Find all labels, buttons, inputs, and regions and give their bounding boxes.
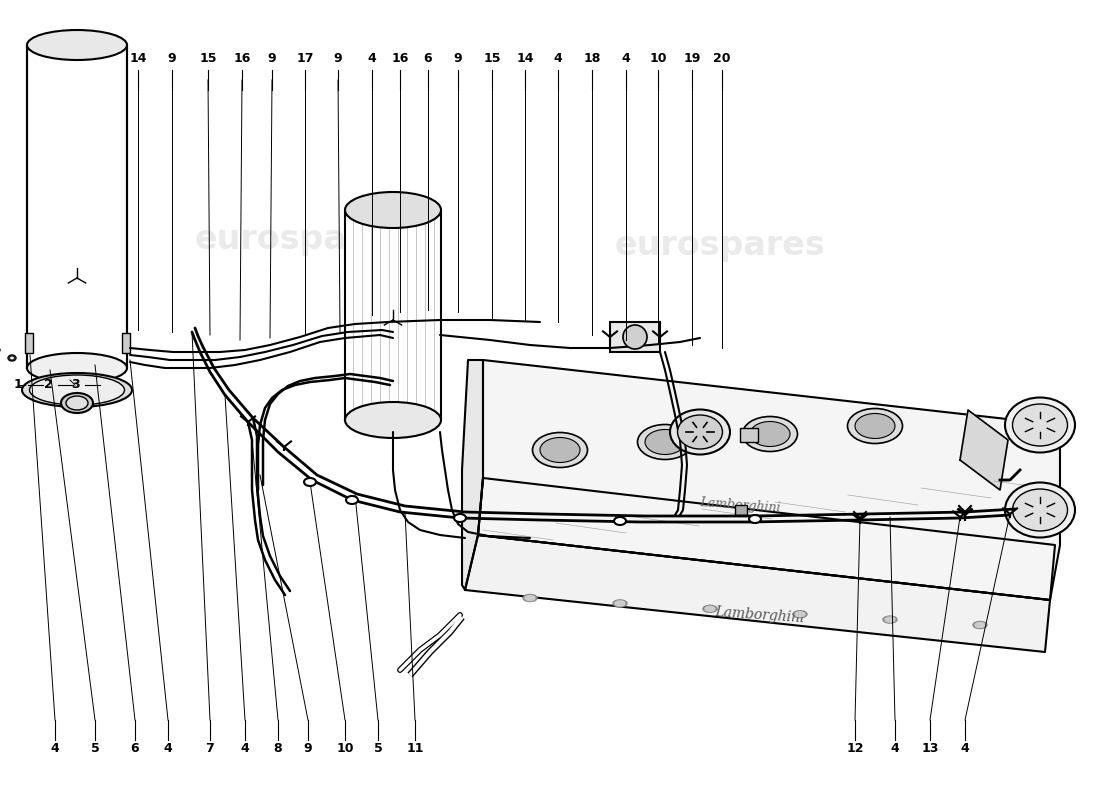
Bar	[735, 505, 747, 515]
Ellipse shape	[795, 612, 805, 617]
Text: 11: 11	[406, 742, 424, 754]
Ellipse shape	[883, 616, 896, 623]
Ellipse shape	[974, 622, 987, 629]
Ellipse shape	[345, 192, 441, 228]
Text: 19: 19	[683, 51, 701, 65]
Polygon shape	[465, 535, 1050, 652]
Text: 17: 17	[296, 51, 314, 65]
Text: 12: 12	[846, 742, 864, 754]
Text: 4: 4	[891, 742, 900, 754]
Text: 2: 2	[44, 378, 53, 391]
Ellipse shape	[703, 606, 717, 612]
Text: 4: 4	[553, 51, 562, 65]
Ellipse shape	[304, 478, 316, 486]
Text: Lamborghini: Lamborghini	[700, 496, 781, 514]
Text: 6: 6	[131, 742, 140, 754]
Text: 4: 4	[164, 742, 173, 754]
Ellipse shape	[1005, 398, 1075, 453]
Ellipse shape	[532, 433, 587, 467]
Text: 15: 15	[483, 51, 500, 65]
Polygon shape	[960, 410, 1008, 490]
Text: 16: 16	[233, 51, 251, 65]
Ellipse shape	[975, 622, 984, 627]
Polygon shape	[28, 45, 126, 368]
Circle shape	[623, 325, 647, 349]
Ellipse shape	[847, 409, 902, 443]
Ellipse shape	[645, 430, 685, 454]
Ellipse shape	[345, 402, 441, 438]
Ellipse shape	[705, 606, 715, 611]
Text: 10: 10	[337, 742, 354, 754]
Polygon shape	[478, 478, 1055, 600]
Text: 8: 8	[274, 742, 283, 754]
Text: 13: 13	[922, 742, 938, 754]
Text: 4: 4	[621, 51, 630, 65]
Ellipse shape	[28, 353, 126, 383]
Ellipse shape	[638, 425, 693, 459]
Text: 5: 5	[90, 742, 99, 754]
Ellipse shape	[614, 517, 626, 525]
Text: 6: 6	[424, 51, 432, 65]
Bar	[610, 322, 660, 352]
Text: Lamborghini: Lamborghini	[715, 605, 805, 625]
Text: 4: 4	[367, 51, 376, 65]
Ellipse shape	[678, 415, 723, 449]
Ellipse shape	[793, 610, 807, 618]
Text: 7: 7	[206, 742, 214, 754]
Text: 9: 9	[333, 51, 342, 65]
Ellipse shape	[10, 356, 14, 360]
Text: 4: 4	[51, 742, 59, 754]
Text: 3: 3	[70, 378, 79, 391]
Text: 1: 1	[13, 378, 22, 391]
Text: 4: 4	[960, 742, 969, 754]
Text: eurospares: eurospares	[615, 229, 825, 262]
Ellipse shape	[540, 438, 580, 462]
Ellipse shape	[28, 30, 126, 60]
Text: 9: 9	[167, 51, 176, 65]
Ellipse shape	[1005, 482, 1075, 538]
Ellipse shape	[613, 600, 627, 607]
Text: 20: 20	[713, 51, 730, 65]
Ellipse shape	[30, 375, 124, 405]
Text: 15: 15	[199, 51, 217, 65]
Bar	[25, 333, 33, 353]
Ellipse shape	[670, 410, 730, 454]
Ellipse shape	[525, 595, 535, 601]
Text: 16: 16	[392, 51, 409, 65]
Text: 14: 14	[130, 51, 146, 65]
Ellipse shape	[750, 422, 790, 446]
Text: 4: 4	[241, 742, 250, 754]
Ellipse shape	[22, 373, 132, 407]
Text: 9: 9	[453, 51, 462, 65]
Ellipse shape	[346, 496, 358, 504]
Ellipse shape	[60, 393, 94, 413]
Ellipse shape	[66, 396, 88, 410]
Text: 18: 18	[583, 51, 601, 65]
Bar	[740, 428, 758, 442]
Polygon shape	[345, 210, 441, 420]
Ellipse shape	[615, 601, 625, 606]
Text: 9: 9	[304, 742, 312, 754]
Text: 9: 9	[267, 51, 276, 65]
Ellipse shape	[8, 355, 16, 361]
Polygon shape	[462, 360, 483, 590]
Ellipse shape	[855, 414, 895, 438]
Text: 14: 14	[516, 51, 534, 65]
Ellipse shape	[454, 514, 466, 522]
Ellipse shape	[749, 515, 761, 523]
Text: 5: 5	[374, 742, 383, 754]
Ellipse shape	[1012, 489, 1067, 531]
Ellipse shape	[742, 417, 797, 451]
Bar	[122, 333, 130, 353]
Ellipse shape	[1012, 404, 1067, 446]
Ellipse shape	[886, 617, 895, 622]
Ellipse shape	[522, 594, 537, 602]
Text: 10: 10	[649, 51, 667, 65]
Polygon shape	[478, 360, 1060, 600]
Text: eurospares: eurospares	[195, 223, 406, 257]
